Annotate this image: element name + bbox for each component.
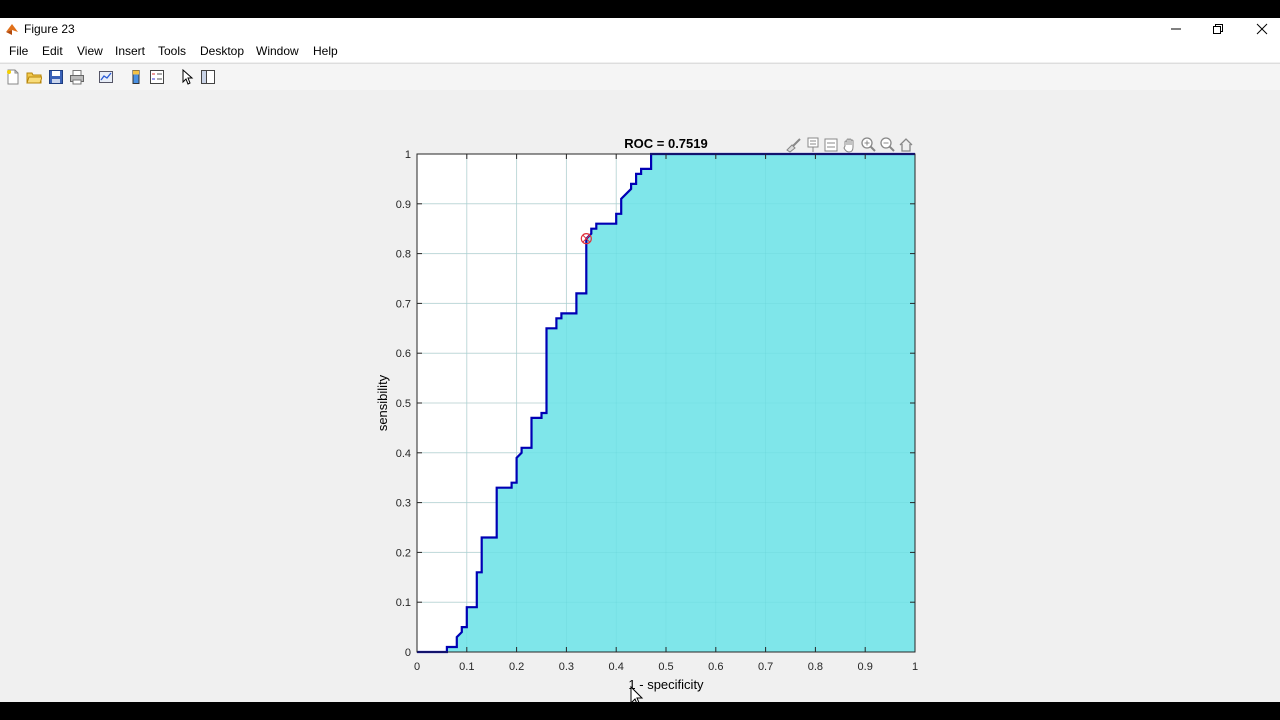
- x-tick-label: 1: [912, 661, 918, 673]
- close-icon: [1256, 23, 1268, 35]
- brush-icon[interactable]: [786, 138, 801, 153]
- y-tick-label: 0.6: [396, 348, 411, 360]
- menu-file[interactable]: File: [9, 44, 29, 58]
- zoom-in-icon[interactable]: [861, 137, 876, 152]
- figure-canvas: ROC = 0.7519 0 0.1 0.2 0.3 0.4 0.5 0.6 0.7 0.8 0.…: [0, 90, 1280, 707]
- y-tick-label: 0.2: [396, 547, 411, 559]
- y-tick-label: 0.3: [396, 498, 411, 510]
- pan-icon[interactable]: [843, 138, 854, 153]
- insert-legend-icon[interactable]: [149, 69, 165, 85]
- x-tick-label: 0.1: [459, 661, 474, 673]
- x-axis-label: 1 - specificity: [628, 677, 704, 692]
- x-tick-label: 0.4: [609, 661, 624, 673]
- menu-help[interactable]: Help: [313, 44, 338, 58]
- restore-button[interactable]: [1196, 18, 1240, 40]
- y-axis-label: sensibility: [375, 374, 390, 431]
- x-tick-label: 0.7: [758, 661, 773, 673]
- rotate-icon[interactable]: [824, 138, 838, 152]
- show-plot-tools-icon[interactable]: [200, 69, 216, 85]
- roc-area-fill: [417, 154, 915, 652]
- data-tips-icon[interactable]: [807, 137, 819, 152]
- marker-cross: [582, 234, 591, 243]
- x-tick-label: 0.2: [509, 661, 524, 673]
- y-tick-label: 0.8: [396, 249, 411, 261]
- y-tick-label: 1: [405, 149, 411, 161]
- x-tick-labels: 0 0.1 0.2 0.3 0.4 0.5 0.6 0.7 0.8 0.9 1: [414, 661, 918, 673]
- edit-plot-icon[interactable]: [179, 69, 195, 85]
- insert-colorbar-icon[interactable]: [128, 69, 144, 85]
- menu-insert[interactable]: Insert: [115, 44, 146, 58]
- x-tick-label: 0.6: [708, 661, 723, 673]
- save-icon[interactable]: [48, 69, 64, 85]
- figure-window: Figure 23 File Edit View Insert Tools De…: [0, 18, 1280, 707]
- window-title: Figure 23: [24, 22, 75, 36]
- x-tick-label: 0.3: [559, 661, 574, 673]
- menu-view[interactable]: View: [77, 44, 103, 58]
- menu-window[interactable]: Window: [256, 44, 299, 58]
- restore-icon: [1213, 24, 1223, 34]
- optimal-point-marker: [580, 233, 592, 245]
- roc-plot[interactable]: ROC = 0.7519 0 0.1 0.2 0.3 0.4 0.5 0.6 0.7 0.8 0.…: [0, 90, 1280, 707]
- menu-edit[interactable]: Edit: [42, 44, 63, 58]
- new-figure-icon[interactable]: [5, 69, 21, 85]
- open-file-icon[interactable]: [26, 69, 42, 85]
- menu-bar: File Edit View Insert Tools Desktop Wind…: [0, 40, 1280, 62]
- title-bar[interactable]: Figure 23: [0, 18, 1280, 40]
- x-tick-label: 0.9: [858, 661, 873, 673]
- y-tick-label: 0.4: [396, 448, 411, 460]
- y-tick-labels: 0 0.1 0.2 0.3 0.4 0.5 0.6 0.7 0.8 0.9 1: [396, 149, 411, 659]
- y-tick-label: 0.5: [396, 398, 411, 410]
- axis-ticks: [416, 153, 916, 653]
- menu-desktop[interactable]: Desktop: [200, 44, 245, 58]
- x-tick-label: 0.5: [658, 661, 673, 673]
- marker-circle: [580, 233, 592, 245]
- close-button[interactable]: [1240, 18, 1280, 40]
- minimize-icon: [1171, 28, 1181, 30]
- chart-title: ROC = 0.7519: [624, 136, 707, 151]
- roc-curve: [417, 152, 915, 654]
- menu-tools[interactable]: Tools: [158, 44, 187, 58]
- minimize-button[interactable]: [1154, 18, 1198, 40]
- link-plot-icon[interactable]: [98, 69, 114, 85]
- home-icon[interactable]: [899, 138, 913, 152]
- y-tick-label: 0.1: [396, 597, 411, 609]
- matlab-logo-icon: [6, 24, 18, 35]
- y-tick-label: 0: [405, 647, 411, 659]
- y-tick-label: 0.9: [396, 199, 411, 211]
- x-tick-label: 0.8: [808, 661, 823, 673]
- figure-toolbar: [0, 63, 1280, 91]
- y-tick-label: 0.7: [396, 298, 411, 310]
- zoom-out-icon[interactable]: [880, 137, 895, 152]
- grid-lines-over-fill: [417, 154, 915, 652]
- print-icon[interactable]: [69, 69, 85, 85]
- axes-toolbar: [786, 137, 913, 153]
- x-tick-label: 0: [414, 661, 420, 673]
